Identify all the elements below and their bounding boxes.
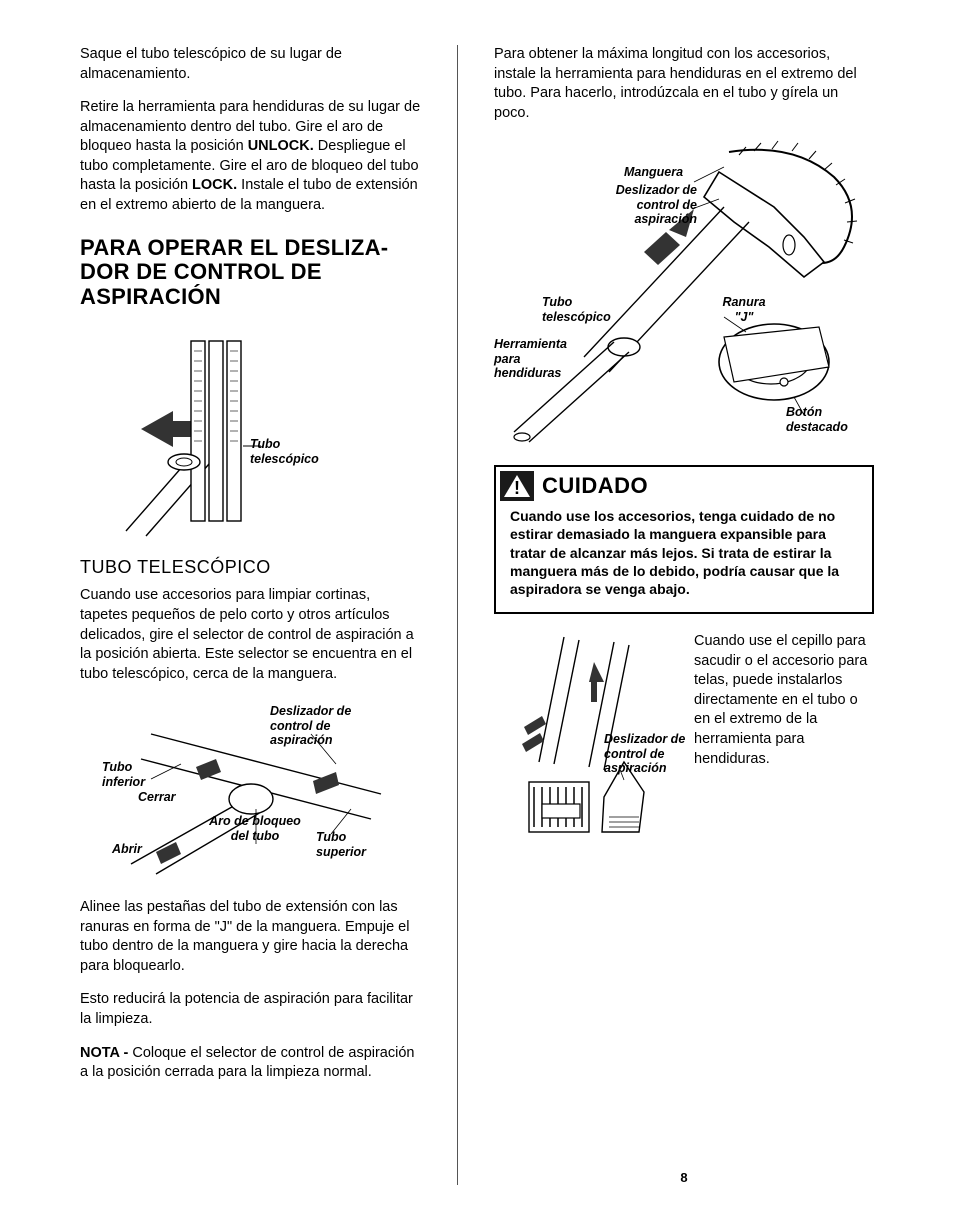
right-p2: Cuando use el cepillo para sacudir o el … [694,632,874,769]
warning-header: ! CUIDADO [496,467,872,503]
left-p1: Saque el tubo telescópico de su lugar de… [80,45,421,84]
warning-triangle-icon: ! [500,471,534,501]
left-p6: NOTA - Coloque el selector de control de… [80,1044,421,1083]
p2d: LOCK. [192,177,237,193]
fig2-l6: Tubo superior [316,830,386,859]
figure-accessories: Deslizador de control de aspiración [494,632,684,842]
fig3-l5: Ranura "J" [714,295,774,324]
page-container: Saque el tubo telescópico de su lugar de… [80,45,874,1185]
warning-box: ! CUIDADO Cuando use los accesorios, ten… [494,465,874,614]
fig4-text: Cuando use el cepillo para sacudir o el … [694,632,874,842]
column-divider [457,45,458,1185]
warning-body: Cuando use los accesorios, tenga cuidado… [496,503,872,612]
right-p1: Para obtener la máxima longitud con los … [494,45,874,123]
fig2-l4: Deslizador de control de aspiración [270,704,380,747]
fig3-l6: Botón destacado [786,405,866,434]
fig3-l3: Tubo telescópico [542,295,632,324]
fig1-svg [121,321,381,541]
fig2-l2: Cerrar [138,790,176,804]
figure-telescopic-tube: Tubo telescópico [80,321,421,541]
left-p5: Esto reducirá la potencia de aspiración … [80,990,421,1029]
fig3-l4: Herramienta para hendiduras [494,337,589,380]
note-label: NOTA - [80,1045,132,1061]
p2b: UNLOCK. [248,138,314,154]
section-heading: PARA OPERAR EL DESLIZA-DOR DE CONTROL DE… [80,236,421,310]
figure-hose-assembly: Manguera Deslizador de control de aspira… [494,137,874,447]
page-number: 8 [494,1170,874,1185]
left-p3: Cuando use accesorios para limpiar corti… [80,586,421,684]
fig4-label: Deslizador de control de aspiración [604,732,694,775]
subsection-heading: TUBO TELESCÓPICO [80,557,421,578]
fig4-row: Deslizador de control de aspiración Cuan… [494,632,874,842]
fig1-label: Tubo telescópico [250,437,340,466]
left-p4: Alinee las pestañas del tubo de extensió… [80,898,421,976]
figure-suction-control: Tubo inferior Cerrar Abrir Deslizador de… [80,704,421,884]
fig2-l5: Aro de bloqueo del tubo [200,814,310,843]
fig3-l1: Manguera [624,165,683,179]
warning-title: CUIDADO [542,473,648,499]
fig2-l1: Tubo inferior [102,760,162,789]
fig3-l2: Deslizador de control de aspiración [602,183,697,226]
right-column: Para obtener la máxima longitud con los … [494,45,874,1185]
fig2-l3: Abrir [112,842,142,856]
left-column: Saque el tubo telescópico de su lugar de… [80,45,421,1185]
left-p2: Retire la herramienta para hendiduras de… [80,98,421,215]
